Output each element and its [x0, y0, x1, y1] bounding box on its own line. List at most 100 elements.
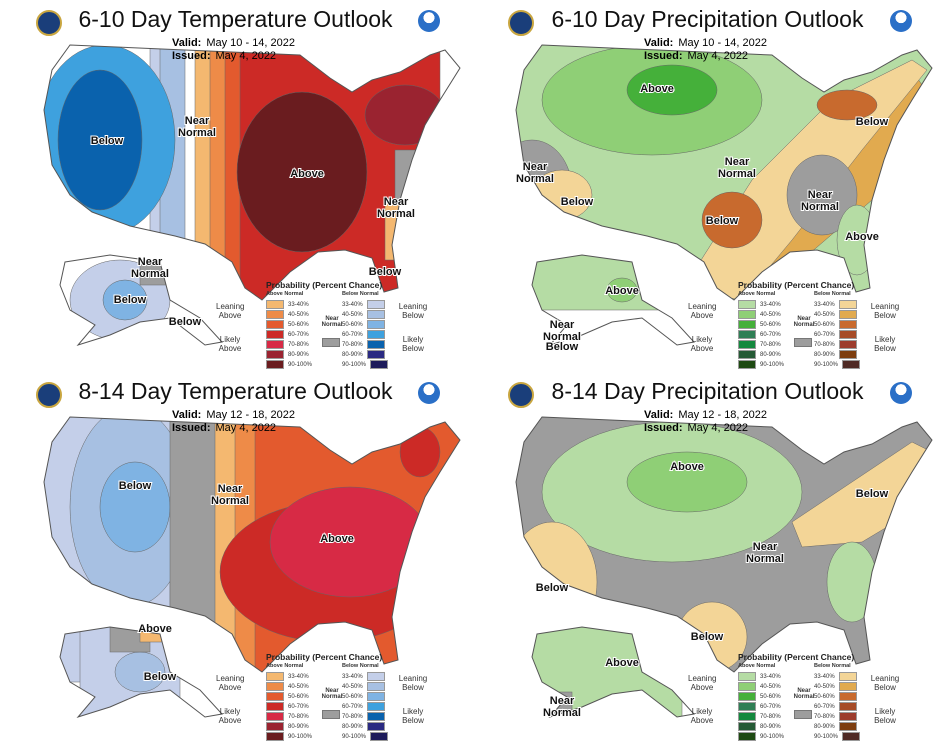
- legend-range: 40-50%: [288, 683, 309, 690]
- legend-above-header: Above Normal: [266, 663, 304, 669]
- issued-date: Issued: May 4, 2022: [644, 50, 748, 62]
- panel-title: 8-14 Day Temperature Outlook: [78, 378, 393, 404]
- legend-below-header: Below Normal: [342, 291, 379, 297]
- outlook-panel-1: Below Near Normal Above Near Normal Near Normal…: [0, 0, 471, 371]
- legend-swatch: [738, 692, 756, 701]
- legend-range: 60-70%: [342, 703, 363, 710]
- legend-row-below: 90-100%: [342, 732, 389, 741]
- legend-row-above: 90-100%: [266, 732, 312, 741]
- legend-swatch: [366, 702, 385, 711]
- doc-seal-icon: [36, 10, 62, 36]
- legend-swatch: [838, 712, 857, 721]
- legend-above-header: Above Normal: [738, 663, 776, 669]
- conus-outline: [43, 44, 461, 301]
- legend-row-below: 80-90%: [814, 350, 857, 359]
- legend-row-below: 50-60%: [814, 692, 857, 701]
- legend-swatch: [266, 300, 284, 309]
- legend-row-above: 33-40%: [738, 672, 781, 681]
- legend-swatch: [838, 340, 857, 349]
- outlook-panel-2: Above Below Near Normal Near Normal Below Below…: [472, 0, 943, 371]
- issued-value: May 4, 2022: [215, 50, 277, 62]
- legend-swatch: [838, 672, 857, 681]
- region-label: Near Normal: [746, 541, 784, 565]
- valid-label: Valid:: [644, 409, 674, 421]
- legend-swatch: [738, 340, 756, 349]
- legend-row-below: 60-70%: [342, 702, 385, 711]
- legend-near-normal-swatch: [322, 338, 340, 347]
- legend-range: 40-50%: [760, 683, 781, 690]
- legend-swatch: [838, 330, 857, 339]
- region-label: Above: [138, 623, 172, 635]
- legend-swatch: [266, 310, 284, 319]
- legend-range: 40-50%: [288, 311, 309, 318]
- legend-range: 40-50%: [760, 311, 781, 318]
- legend-range: 33-40%: [342, 301, 363, 308]
- issued-label: Issued:: [172, 50, 211, 62]
- valid-dates: Valid: May 12 - 18, 2022: [172, 409, 295, 421]
- legend-swatch: [838, 310, 857, 319]
- valid-value: May 10 - 14, 2022: [678, 37, 768, 49]
- legend-row-above: 40-50%: [738, 310, 781, 319]
- doc-seal-icon: [36, 382, 62, 408]
- legend-range: 60-70%: [288, 331, 309, 338]
- legend-swatch: [838, 692, 857, 701]
- region-label: Near Normal: [718, 156, 756, 180]
- legend-row-below: 33-40%: [814, 300, 857, 309]
- legend-leaning-below: Leaning Below: [870, 302, 900, 320]
- probability-region: [57, 69, 143, 211]
- legend-range: 33-40%: [814, 301, 835, 308]
- legend-range: 90-100%: [288, 361, 313, 368]
- issued-value: May 4, 2022: [687, 422, 749, 434]
- legend-range: 90-100%: [814, 733, 839, 740]
- legend-range: 60-70%: [760, 703, 781, 710]
- doc-seal-icon: [508, 382, 534, 408]
- legend-range: 33-40%: [760, 673, 781, 680]
- valid-label: Valid:: [172, 409, 202, 421]
- legend-swatch: [738, 722, 756, 731]
- probability-legend: Probability (Percent Chance) Above Normal…: [688, 652, 918, 742]
- panel-title: 6-10 Day Precipitation Outlook: [551, 6, 864, 32]
- legend-row-below: 50-60%: [342, 320, 385, 329]
- legend-range: 70-80%: [814, 713, 835, 720]
- legend-swatch: [842, 732, 861, 741]
- legend-likely-above: Likely Above: [690, 335, 714, 353]
- legend-range: 40-50%: [814, 311, 835, 318]
- probability-region: [364, 84, 446, 146]
- region-label: Near Normal: [543, 695, 581, 719]
- legend-swatch: [366, 310, 385, 319]
- issued-value: May 4, 2022: [215, 422, 277, 434]
- legend-above-header: Above Normal: [738, 291, 776, 297]
- legend-swatch: [838, 702, 857, 711]
- legend-row-below: 80-90%: [814, 722, 857, 731]
- legend-range: 70-80%: [760, 341, 781, 348]
- probability-legend: Probability (Percent Chance) Above Normal…: [216, 280, 446, 370]
- legend-row-below: 40-50%: [814, 682, 857, 691]
- legend-range: 60-70%: [814, 331, 835, 338]
- issued-value: May 4, 2022: [687, 50, 749, 62]
- valid-dates: Valid: May 10 - 14, 2022: [644, 37, 767, 49]
- region-label: Below: [119, 480, 152, 492]
- noaa-logo-icon: [418, 382, 440, 404]
- legend-swatch: [838, 320, 857, 329]
- probability-region: [626, 64, 718, 116]
- legend-row-above: 40-50%: [266, 310, 309, 319]
- legend-swatch: [738, 732, 756, 741]
- legend-swatch: [738, 300, 756, 309]
- legend-likely-above: Likely Above: [690, 707, 714, 725]
- legend-near-normal-swatch: [794, 338, 812, 347]
- region-label: Below: [536, 582, 569, 594]
- legend-leaning-below: Leaning Below: [870, 674, 900, 692]
- legend-swatch: [366, 350, 385, 359]
- legend-row-above: 70-80%: [738, 340, 781, 349]
- legend-range: 50-60%: [760, 693, 781, 700]
- legend-swatch: [366, 340, 385, 349]
- conus-outline: [43, 416, 461, 673]
- probability-region: [399, 426, 441, 478]
- legend-swatch: [838, 682, 857, 691]
- legend-range: 50-60%: [760, 321, 781, 328]
- legend-row-above: 80-90%: [266, 350, 309, 359]
- region-label: Below: [546, 341, 579, 353]
- legend-title: Probability (Percent Chance): [738, 652, 855, 662]
- region-label: Below: [169, 316, 202, 328]
- legend-row-below: 33-40%: [814, 672, 857, 681]
